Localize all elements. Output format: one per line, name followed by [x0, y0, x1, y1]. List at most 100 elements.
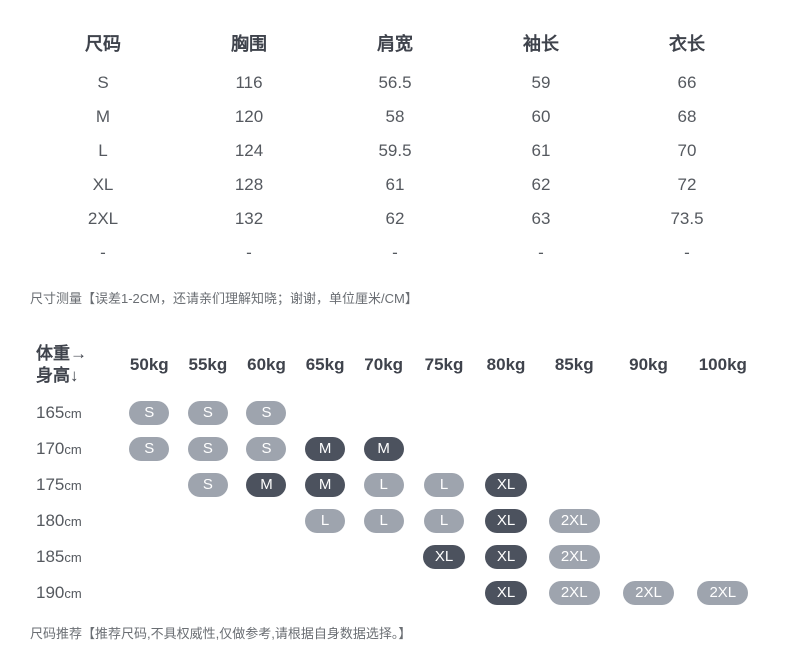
reco-cell — [537, 467, 611, 503]
size-pill: 2XL — [549, 509, 600, 533]
height-header: 185cm — [30, 539, 120, 575]
reco-row: 170cmSSSMM — [30, 431, 760, 467]
col-size: 尺码 — [30, 20, 176, 66]
table-cell: 61 — [322, 168, 468, 202]
size-pill: M — [305, 473, 345, 497]
size-measurement-table: 尺码 胸围 肩宽 袖长 衣长 S11656.55966M120586068L12… — [30, 20, 760, 270]
reco-cell — [296, 395, 355, 431]
size-pill: S — [129, 401, 169, 425]
size-pill: XL — [485, 473, 527, 497]
table-cell: XL — [30, 168, 176, 202]
reco-row: 165cmSSS — [30, 395, 760, 431]
table-cell: 66 — [614, 66, 760, 100]
reco-cell: S — [179, 395, 238, 431]
reco-cell: XL — [475, 467, 537, 503]
reco-cell: S — [120, 431, 179, 467]
reco-cell — [354, 395, 413, 431]
reco-corner-header: 体重→ 身高↓ — [30, 335, 120, 395]
reco-cell — [120, 503, 179, 539]
reco-row: 175cmSMMLLXL — [30, 467, 760, 503]
size-pill: XL — [485, 545, 527, 569]
table-cell: - — [322, 236, 468, 270]
table-cell: S — [30, 66, 176, 100]
reco-cell: S — [237, 395, 296, 431]
reco-cell: S — [120, 395, 179, 431]
reco-cell: S — [179, 431, 238, 467]
reco-cell: S — [237, 431, 296, 467]
weight-header: 60kg — [237, 335, 296, 395]
reco-cell — [179, 539, 238, 575]
reco-cell: 2XL — [537, 575, 611, 611]
table-cell: 73.5 — [614, 202, 760, 236]
height-header: 190cm — [30, 575, 120, 611]
size-pill: S — [188, 401, 228, 425]
table-cell: 120 — [176, 100, 322, 134]
table-cell: - — [176, 236, 322, 270]
reco-row: 180cmLLLXL2XL — [30, 503, 760, 539]
reco-cell — [686, 539, 760, 575]
corner-height-label: 身高↓ — [36, 366, 79, 385]
size-pill: S — [246, 437, 286, 461]
reco-cell — [413, 431, 475, 467]
reco-header-row: 体重→ 身高↓ 50kg55kg60kg65kg70kg75kg80kg85kg… — [30, 335, 760, 395]
table-cell: 62 — [322, 202, 468, 236]
reco-cell — [611, 395, 685, 431]
table-row: S11656.55966 — [30, 66, 760, 100]
reco-cell — [686, 431, 760, 467]
reco-cell: 2XL — [537, 503, 611, 539]
weight-header: 80kg — [475, 335, 537, 395]
table-row: XL128616272 — [30, 168, 760, 202]
table-cell: 128 — [176, 168, 322, 202]
table-cell: 59.5 — [322, 134, 468, 168]
weight-header: 65kg — [296, 335, 355, 395]
size-table-body: S11656.55966M120586068L12459.56170XL1286… — [30, 66, 760, 270]
col-length: 衣长 — [614, 20, 760, 66]
size-pill: L — [424, 473, 464, 497]
reco-cell — [120, 539, 179, 575]
size-pill: L — [364, 473, 404, 497]
reco-cell: XL — [413, 539, 475, 575]
col-bust: 胸围 — [176, 20, 322, 66]
size-pill: S — [188, 437, 228, 461]
reco-cell: M — [237, 467, 296, 503]
size-pill: L — [424, 509, 464, 533]
reco-cell — [354, 575, 413, 611]
size-pill: 2XL — [549, 545, 600, 569]
reco-cell: L — [354, 503, 413, 539]
weight-header: 85kg — [537, 335, 611, 395]
reco-cell — [686, 395, 760, 431]
reco-cell — [237, 503, 296, 539]
weight-header: 55kg — [179, 335, 238, 395]
height-header: 175cm — [30, 467, 120, 503]
weight-header: 90kg — [611, 335, 685, 395]
reco-cell — [296, 539, 355, 575]
reco-cell — [611, 539, 685, 575]
reco-cell — [537, 431, 611, 467]
table-cell: 70 — [614, 134, 760, 168]
reco-cell — [686, 503, 760, 539]
table-cell: 60 — [468, 100, 614, 134]
table-row: ----- — [30, 236, 760, 270]
table-cell: M — [30, 100, 176, 134]
size-pill: 2XL — [697, 581, 748, 605]
reco-cell: L — [413, 503, 475, 539]
weight-header: 70kg — [354, 335, 413, 395]
reco-row: 190cmXL2XL2XL2XL — [30, 575, 760, 611]
reco-cell: XL — [475, 575, 537, 611]
weight-header: 75kg — [413, 335, 475, 395]
reco-cell: M — [296, 467, 355, 503]
reco-cell — [120, 575, 179, 611]
reco-cell — [611, 431, 685, 467]
table-row: 2XL132626373.5 — [30, 202, 760, 236]
table-cell: - — [468, 236, 614, 270]
table-cell: 124 — [176, 134, 322, 168]
reco-cell: 2XL — [611, 575, 685, 611]
recommendation-note: 尺码推荐【推荐尺码,不具权威性,仅做参考,请根据自身数据选择。】 — [30, 623, 760, 642]
corner-weight-label: 体重→ — [36, 344, 87, 363]
table-cell: 116 — [176, 66, 322, 100]
reco-cell — [120, 467, 179, 503]
table-cell: 68 — [614, 100, 760, 134]
reco-cell: M — [296, 431, 355, 467]
reco-cell — [354, 539, 413, 575]
table-cell: 72 — [614, 168, 760, 202]
